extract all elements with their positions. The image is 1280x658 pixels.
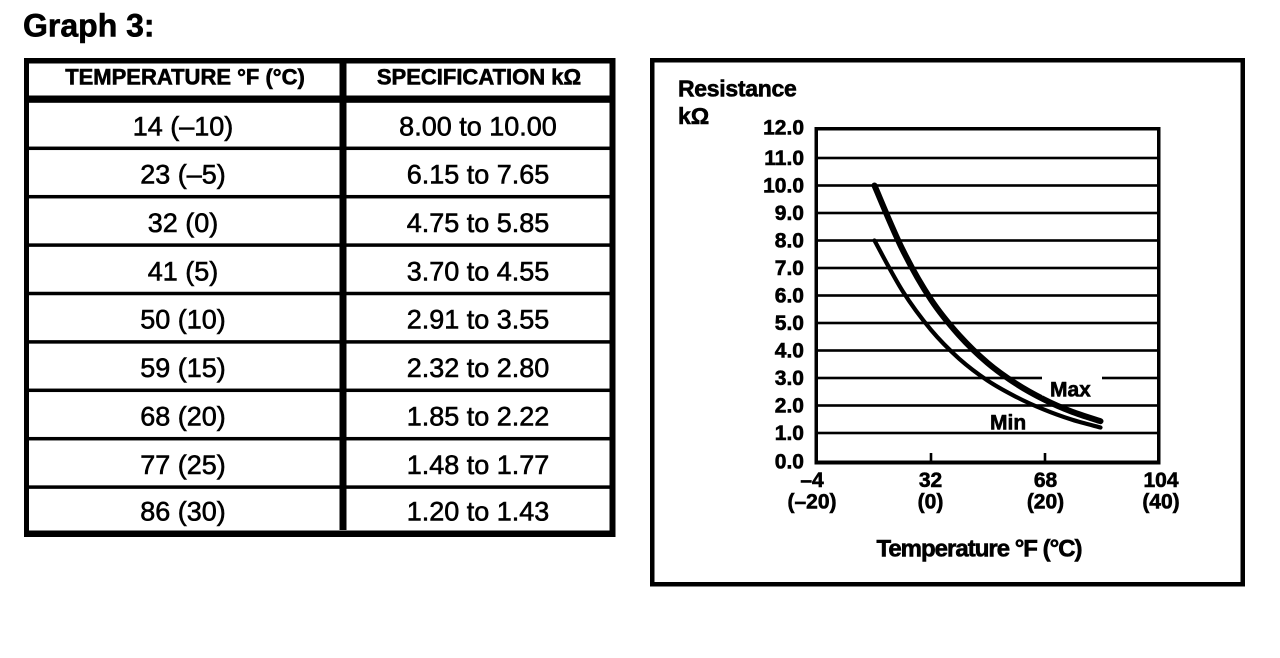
- svg-text:1.20 to 1.43: 1.20 to 1.43: [407, 496, 550, 526]
- svg-text:11.0: 11.0: [764, 147, 804, 170]
- svg-text:1.48 to 1.77: 1.48 to 1.77: [407, 450, 550, 480]
- svg-text:68 (20): 68 (20): [140, 402, 226, 432]
- svg-text:TEMPERATURE °F (°C): TEMPERATURE °F (°C): [65, 65, 305, 90]
- svg-text:86 (30): 86 (30): [140, 496, 226, 526]
- svg-text:Temperature °F (°C): Temperature °F (°C): [876, 535, 1081, 562]
- svg-text:7.0: 7.0: [775, 257, 804, 280]
- svg-text:12.0: 12.0: [763, 117, 804, 140]
- svg-text:9.0: 9.0: [775, 202, 804, 225]
- svg-text:68: 68: [1034, 469, 1058, 492]
- svg-text:32: 32: [919, 469, 942, 492]
- svg-text:Min: Min: [990, 412, 1026, 435]
- svg-text:(40): (40): [1142, 490, 1179, 513]
- svg-text:0.0: 0.0: [775, 450, 804, 473]
- svg-text:6.15 to 7.65: 6.15 to 7.65: [407, 160, 550, 190]
- svg-text:SPECIFICATION kΩ: SPECIFICATION kΩ: [377, 65, 581, 90]
- svg-text:77 (25): 77 (25): [140, 450, 226, 480]
- svg-text:5.0: 5.0: [775, 312, 804, 335]
- svg-text:41 (5): 41 (5): [148, 256, 219, 286]
- svg-text:kΩ: kΩ: [678, 103, 709, 129]
- svg-text:Max: Max: [1050, 379, 1091, 402]
- svg-text:32 (0): 32 (0): [148, 208, 219, 238]
- svg-text:3.0: 3.0: [775, 367, 804, 390]
- svg-text:2.32 to 2.80: 2.32 to 2.80: [407, 353, 550, 383]
- svg-text:50 (10): 50 (10): [140, 305, 226, 335]
- svg-text:8.00 to 10.00: 8.00 to 10.00: [399, 112, 557, 142]
- svg-text:104: 104: [1143, 469, 1178, 492]
- svg-text:4.0: 4.0: [775, 339, 804, 362]
- svg-text:1.0: 1.0: [775, 422, 804, 445]
- svg-text:1.85 to 2.22: 1.85 to 2.22: [407, 402, 550, 432]
- svg-text:10.0: 10.0: [763, 174, 804, 197]
- svg-text:–4: –4: [800, 469, 824, 492]
- svg-text:3.70 to 4.55: 3.70 to 4.55: [407, 256, 550, 286]
- svg-text:(0): (0): [918, 490, 944, 513]
- svg-text:(20): (20): [1027, 490, 1064, 513]
- svg-text:23 (–5): 23 (–5): [140, 160, 226, 190]
- svg-text:2.0: 2.0: [775, 394, 804, 417]
- svg-text:Resistance: Resistance: [678, 76, 796, 102]
- svg-text:14 (–10): 14 (–10): [133, 112, 234, 142]
- svg-text:(–20): (–20): [787, 490, 836, 513]
- svg-text:2.91 to 3.55: 2.91 to 3.55: [407, 305, 550, 335]
- svg-text:4.75 to 5.85: 4.75 to 5.85: [407, 208, 550, 238]
- svg-text:Graph 3:: Graph 3:: [23, 8, 155, 44]
- svg-text:6.0: 6.0: [775, 284, 804, 307]
- svg-text:59 (15): 59 (15): [140, 353, 226, 383]
- svg-text:8.0: 8.0: [775, 229, 804, 252]
